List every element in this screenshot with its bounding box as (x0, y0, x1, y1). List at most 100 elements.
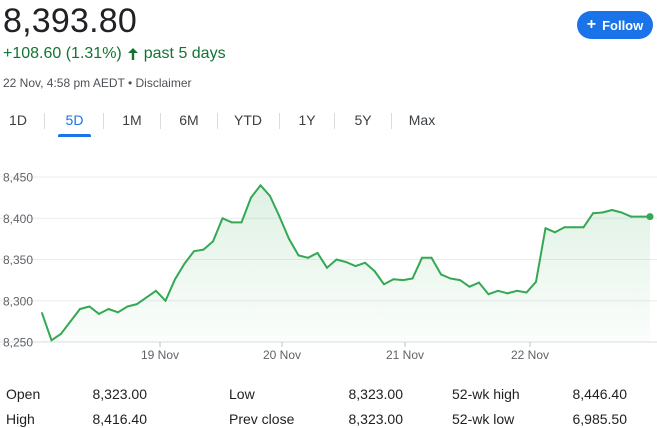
tab-divider (217, 113, 218, 129)
stat-value-open: 8,323.00 (92, 386, 148, 402)
follow-label: Follow (602, 17, 644, 33)
price-line-segment (155, 289, 167, 302)
stat-value-52wk-high: 8,446.40 (572, 386, 628, 402)
y-tick-label: 8,450 (3, 171, 33, 185)
change-period: past 5 days (143, 45, 226, 62)
stat-label-high: High (6, 411, 35, 427)
price-line-segment (440, 273, 452, 280)
price-line-segment (506, 289, 518, 295)
stat-value-high: 8,416.40 (92, 411, 148, 427)
price-line-segment (345, 261, 357, 268)
price-line-segment (193, 248, 205, 253)
price-line-segment (354, 261, 366, 268)
tab-1d[interactable]: 1D (9, 112, 27, 128)
tab-5y[interactable]: 5Y (354, 112, 372, 128)
tab-divider (279, 113, 280, 129)
price-line-segment (525, 280, 537, 294)
stat-label-low: Low (229, 386, 255, 402)
price-line-segment (411, 256, 423, 280)
price-line-segment (164, 278, 176, 302)
price-line-segment (383, 278, 395, 286)
stat-value-low: 8,323.00 (348, 386, 404, 402)
price-line-segment (69, 308, 81, 323)
price-line-segment (250, 184, 262, 199)
price-chart[interactable]: 8,450 8,400 8,350 8,300 8,250 19 Nov 20 Nov 21… (0, 150, 657, 372)
price-line-segment (497, 289, 509, 295)
price-line-segment (202, 240, 214, 251)
follow-button[interactable]: + Follow (577, 11, 653, 39)
price-line-segment (259, 184, 271, 197)
price-line-segment (468, 281, 480, 288)
price-line-segment (611, 209, 623, 214)
stat-value-52wk-low: 6,985.50 (572, 411, 628, 427)
price-line-segment (297, 254, 309, 259)
tab-ytd[interactable]: YTD (234, 112, 262, 128)
price-line-segment (430, 256, 442, 276)
price-line-segment (60, 320, 72, 335)
stat-label-prev-close: Prev close (229, 411, 295, 427)
price-line-segment (392, 278, 404, 282)
tab-5d[interactable]: 5D (58, 104, 91, 137)
price-line-segment (269, 195, 281, 218)
tab-divider (44, 113, 45, 129)
price-line-segment (601, 209, 613, 214)
tab-1m[interactable]: 1M (122, 112, 142, 128)
stat-value-prev-close: 8,323.00 (348, 411, 404, 427)
price-line-segment (145, 289, 157, 299)
price-area (42, 185, 650, 342)
x-tick-label: 19 Nov (141, 348, 179, 362)
price-line-segment (373, 270, 385, 286)
price-line-segment (402, 277, 414, 282)
price-change: +108.60 (1.31%) past 5 days (3, 45, 226, 63)
price-line-segment (478, 281, 490, 296)
price-line-segment (544, 227, 556, 234)
price-line-segment (364, 261, 376, 272)
price-line-segment (288, 237, 300, 257)
arrow-up-icon (127, 48, 138, 60)
current-price: 8,393.80 (3, 2, 137, 40)
price-line-segment (487, 289, 499, 296)
tab-divider (103, 113, 104, 129)
price-line-segment (554, 226, 566, 234)
price-line-segment (212, 217, 224, 243)
plus-icon: + (586, 15, 597, 33)
stat-label-52wk-low: 52-wk low (452, 411, 515, 427)
y-tick-label: 8,250 (3, 336, 33, 350)
price-line-segment (107, 308, 119, 314)
price-line-segment (183, 250, 195, 265)
tab-divider (334, 113, 335, 129)
price-line-segment (278, 215, 290, 240)
price-line-segment (126, 303, 138, 308)
price-line-segment (174, 262, 186, 281)
price-line-segment (326, 258, 338, 269)
stat-label-52wk-high: 52-wk high (452, 386, 520, 402)
stat-label-open: Open (6, 386, 41, 402)
price-line-segment (50, 332, 62, 342)
tab-divider (391, 113, 392, 129)
price-line-segment (41, 312, 53, 342)
price-line-segment (459, 279, 471, 288)
price-line-segment (117, 305, 129, 314)
price-line-segment (88, 305, 100, 315)
range-tabs: 1D 5D 1M 6M YTD 1Y 5Y Max (0, 104, 657, 138)
y-tick-label: 8,300 (3, 294, 33, 308)
price-line-segment (592, 211, 604, 215)
price-line-segment (620, 211, 632, 218)
tab-1y[interactable]: 1Y (298, 112, 316, 128)
price-line-segment (307, 251, 319, 259)
price-line-segment (535, 227, 547, 283)
price-line-segment (335, 258, 347, 263)
tab-max[interactable]: Max (408, 112, 436, 128)
price-line-segment (316, 251, 328, 269)
price-line-segment (582, 212, 594, 229)
price-line-segment (240, 196, 252, 224)
y-tick-label: 8,350 (3, 253, 33, 267)
price-line-segment (449, 277, 461, 282)
x-tick-label: 20 Nov (263, 348, 301, 362)
price-line-segment (136, 296, 148, 306)
timestamp-disclaimer[interactable]: 22 Nov, 4:58 pm AEDT • Disclaimer (3, 76, 192, 90)
price-line-segment (516, 289, 528, 294)
tab-6m[interactable]: 6M (179, 112, 199, 128)
y-tick-label: 8,400 (3, 212, 33, 226)
tab-divider (160, 113, 161, 129)
